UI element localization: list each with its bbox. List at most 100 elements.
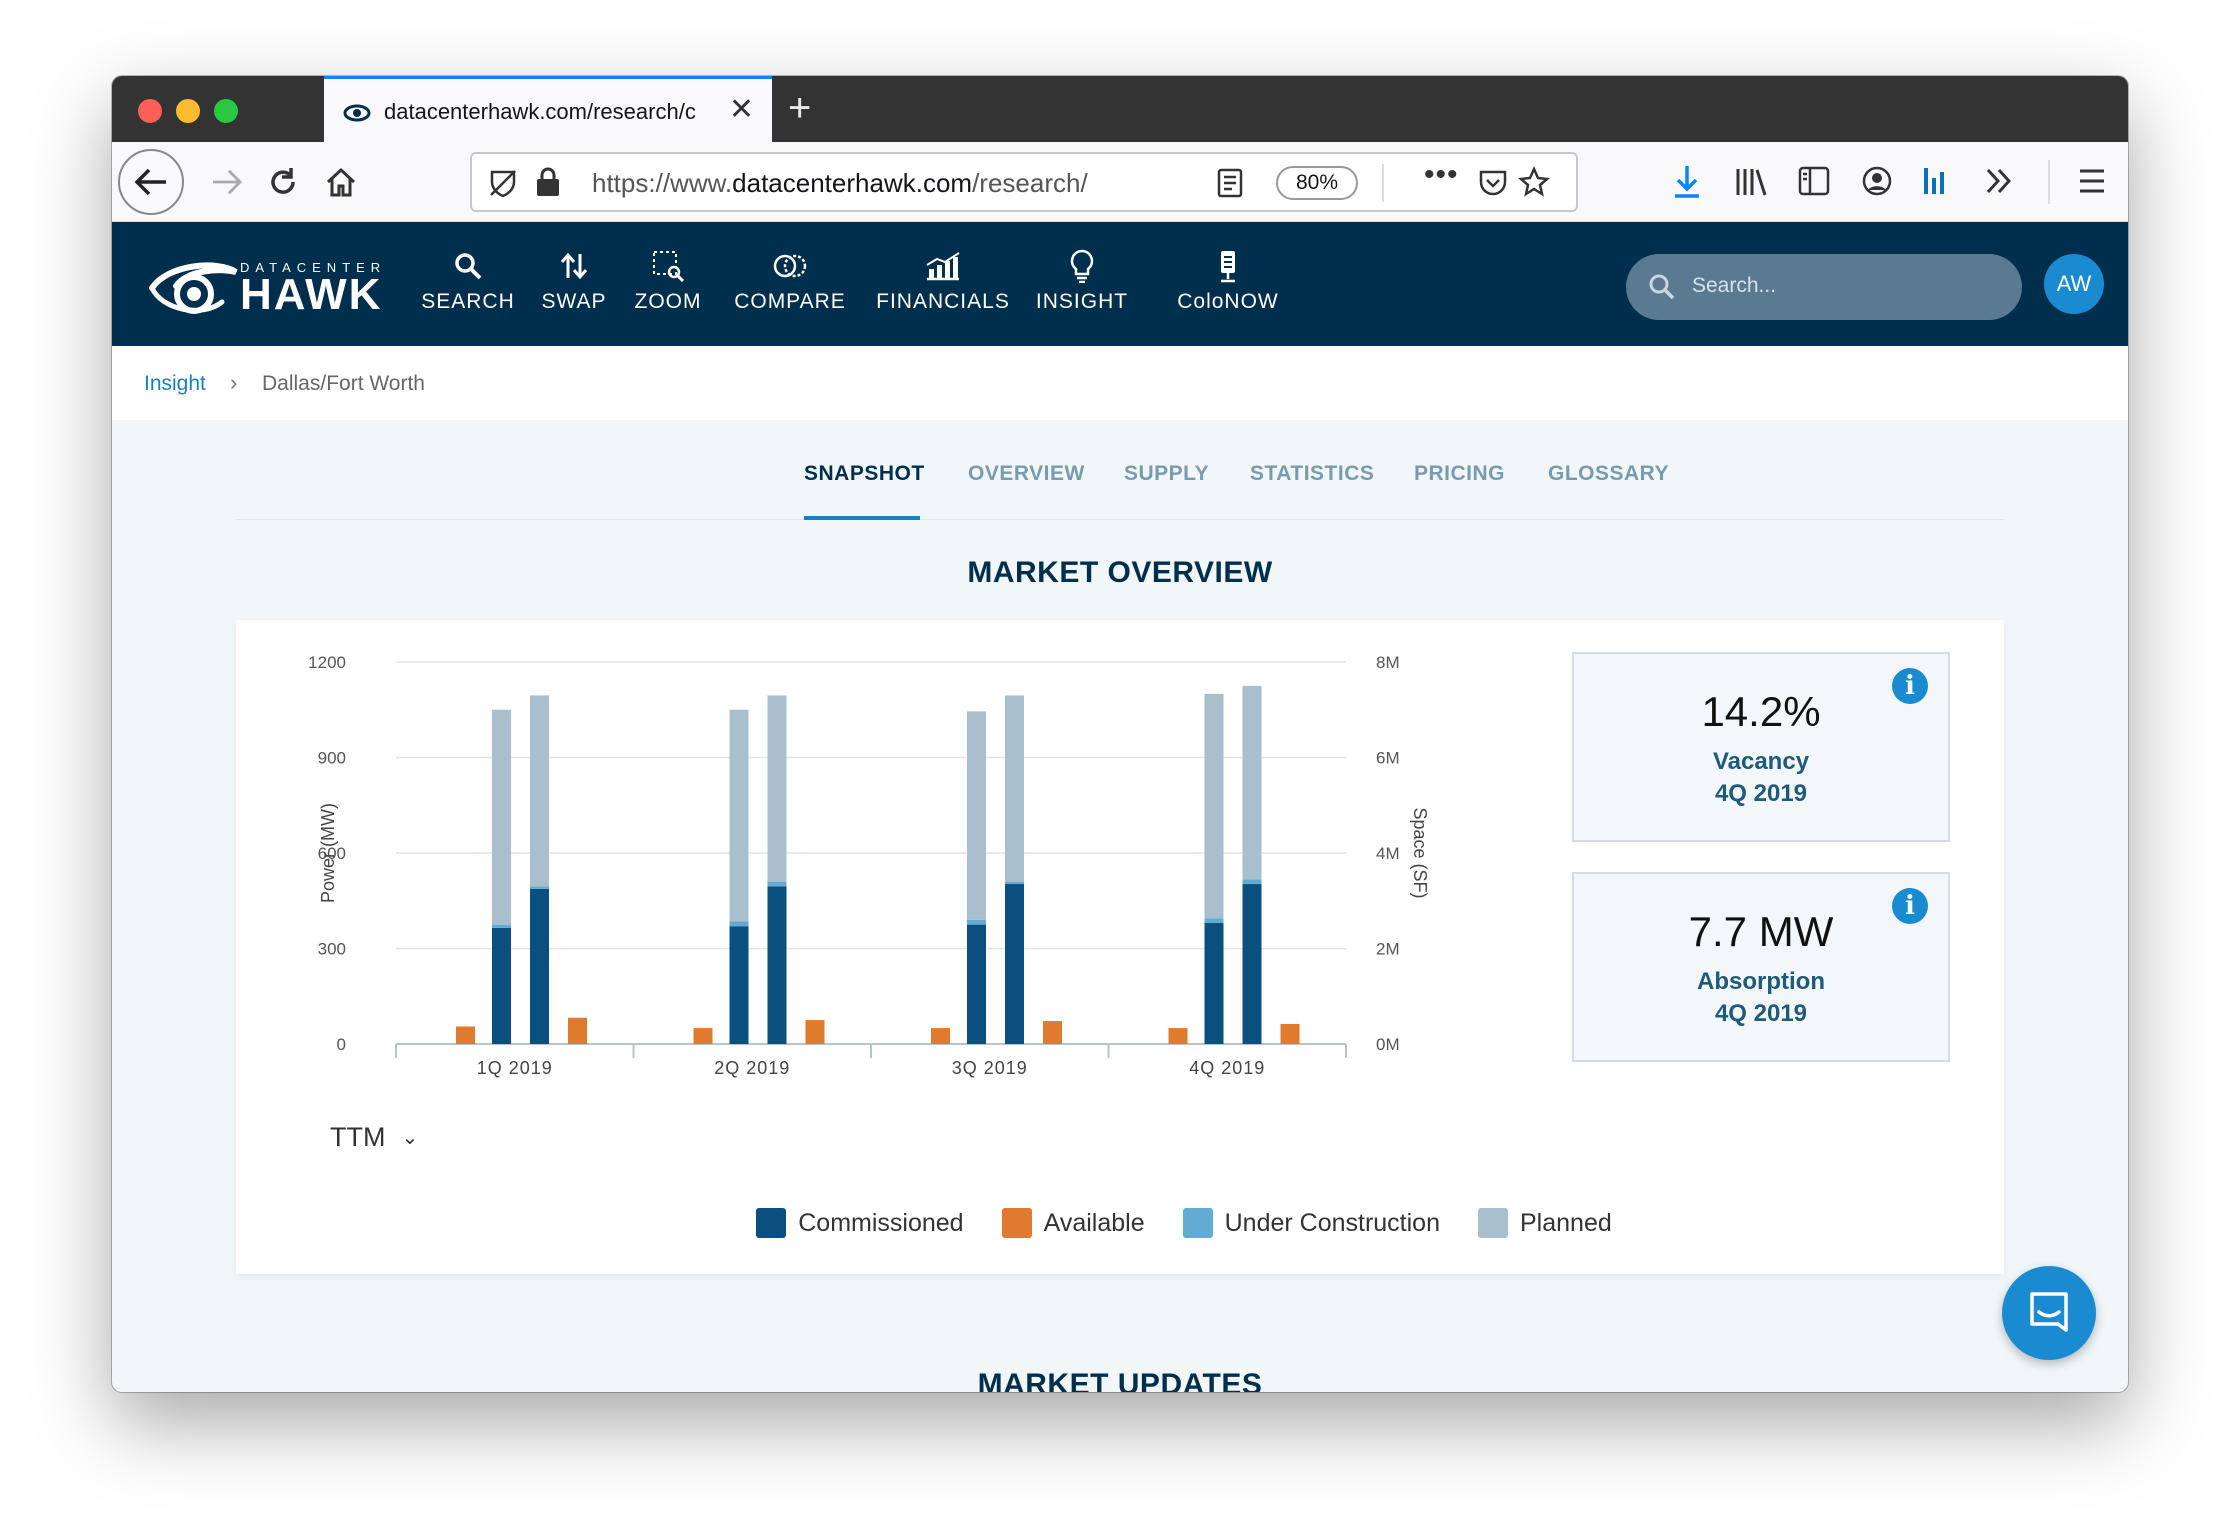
tab-glossary[interactable]: GLOSSARY [1548, 462, 1670, 485]
bar-planned-power [492, 709, 511, 925]
account-icon[interactable] [1862, 166, 1892, 196]
minimize-window-button[interactable] [176, 99, 200, 123]
user-avatar[interactable]: AW [2044, 254, 2104, 314]
home-icon [326, 167, 356, 197]
bar-available-space [805, 1020, 825, 1044]
nav-swap[interactable]: SWAP [534, 246, 614, 326]
maximize-window-button[interactable] [214, 99, 238, 123]
bookmark-star-icon[interactable] [1518, 166, 1550, 198]
hamburger-menu-icon[interactable] [2078, 168, 2106, 194]
nav-insight[interactable]: INSIGHT [1032, 246, 1132, 326]
library-icon[interactable] [1734, 166, 1768, 198]
y-axis-title: Power (MW) [318, 803, 338, 903]
breadcrumb-current: Dallas/Fort Worth [262, 372, 425, 395]
y-tick-label: 900 [318, 749, 346, 768]
bar-commissioned-power [1204, 923, 1224, 1044]
reload-button[interactable] [258, 162, 308, 202]
bar-planned-space [1242, 685, 1262, 880]
datacenterhawk-logo[interactable]: DATACENTER HAWK [148, 252, 388, 322]
legend-item-under-construction[interactable]: Under Construction [1182, 1208, 1440, 1238]
chat-launcher-button[interactable] [2002, 1266, 2096, 1360]
logo-wordmark: HAWK [240, 270, 383, 319]
download-icon[interactable] [1672, 164, 1702, 200]
section-title: MARKET OVERVIEW [967, 556, 1273, 589]
y-tick-label: 600 [318, 844, 346, 863]
vacancy-label: Vacancy 4Q 2019 [1574, 746, 1948, 810]
bar-planned-power [729, 709, 749, 922]
bar-planned-power [967, 711, 986, 920]
tab-statistics[interactable]: STATISTICS [1250, 462, 1375, 485]
home-button[interactable] [316, 162, 366, 202]
tracking-shield-icon [490, 170, 516, 198]
zoom-level[interactable]: 80% [1276, 166, 1358, 200]
legend-swatch [1478, 1208, 1508, 1238]
reader-view-icon[interactable] [1216, 168, 1244, 198]
info-icon[interactable]: i [1892, 668, 1928, 704]
new-tab-button[interactable]: + [788, 86, 812, 130]
tab-close-icon[interactable]: ✕ [728, 93, 754, 126]
chevron-right-icon: › [230, 370, 238, 395]
x-tick-label: 2Q 2019 [714, 1058, 790, 1078]
x-tick-label: 1Q 2019 [477, 1058, 553, 1078]
nav-compare[interactable]: COMPARE [728, 246, 852, 326]
legend-label: Planned [1520, 1208, 1612, 1237]
sidebar-icon[interactable] [1798, 166, 1830, 196]
vacancy-stat-box: i 14.2% Vacancy 4Q 2019 [1572, 652, 1950, 842]
pocket-icon[interactable] [1478, 168, 1508, 198]
url-text[interactable]: https://www.datacenterhawk.com/research/ [592, 168, 1088, 198]
more-actions-icon[interactable]: ••• [1424, 158, 1459, 191]
address-bar[interactable]: https://www.datacenterhawk.com/research/… [470, 152, 1578, 212]
info-icon[interactable]: i [1892, 888, 1928, 924]
legend-item-commissioned[interactable]: Commissioned [756, 1208, 964, 1238]
tab-supply[interactable]: SUPPLY [1124, 462, 1210, 485]
legend-swatch [1001, 1208, 1032, 1238]
y2-tick-label: 8M [1376, 653, 1400, 672]
site-search-placeholder: Search... [1692, 274, 1777, 297]
overflow-chevrons-icon[interactable] [1984, 166, 2014, 196]
absorption-value: 7.7 MW [1688, 908, 1834, 955]
period-select[interactable]: TTM ⌄ [330, 1122, 418, 1153]
bar-available-space [1043, 1021, 1062, 1044]
nav-search[interactable]: SEARCH [412, 246, 524, 326]
legend-item-planned[interactable]: Planned [1478, 1208, 1612, 1238]
arrow-left-icon [134, 168, 166, 196]
nav-compare-label: COMPARE [734, 290, 846, 313]
browser-window: datacenterhawk.com/research/c ✕ + https:… [112, 76, 2128, 1392]
site-header: DATACENTER HAWK SEARCH SWAP ZOOM COMPARE… [112, 222, 2128, 346]
nav-zoom[interactable]: ZOOM [626, 246, 710, 326]
bar-under-construction-space [1005, 881, 1024, 885]
nav-financials[interactable]: FINANCIALS [872, 246, 1014, 326]
tab-overview[interactable]: OVERVIEW [968, 462, 1085, 485]
browser-toolbar: https://www.datacenterhawk.com/research/… [112, 142, 2128, 222]
site-search-input[interactable]: Search... [1626, 254, 2022, 320]
nav-swap-label: SWAP [541, 290, 607, 313]
nav-colonow-label: ColoNOW [1177, 290, 1279, 313]
bar-available-power [456, 1026, 475, 1044]
forward-button[interactable] [202, 162, 252, 202]
market-chart: 0 300 600 900 1200 0M 2M 4M 6M 8M Power (MW) Space … [308, 653, 1430, 1078]
browser-tab[interactable]: datacenterhawk.com/research/c ✕ [324, 76, 772, 142]
tab-snapshot[interactable]: SNAPSHOT [804, 462, 925, 485]
legend-item-available[interactable]: Available [1001, 1208, 1145, 1238]
hawk-favicon-icon [343, 104, 371, 122]
back-button[interactable] [118, 149, 184, 215]
compare-icon [773, 254, 807, 278]
lightbulb-icon [1070, 249, 1094, 283]
y-tick-label: 300 [318, 940, 346, 959]
nav-search-label: SEARCH [421, 290, 515, 313]
swap-icon [560, 252, 588, 280]
nav-colonow[interactable]: ColoNOW [1172, 246, 1284, 326]
active-tab-indicator [804, 516, 920, 520]
colonow-icon [1221, 251, 1235, 283]
y-tick-label: 1200 [308, 653, 346, 672]
tab-pricing[interactable]: PRICING [1414, 462, 1506, 485]
chevron-down-icon: ⌄ [401, 1127, 419, 1149]
lock-icon [537, 167, 559, 196]
market-tabs: SNAPSHOT OVERVIEW SUPPLY STATISTICS PRIC… [236, 420, 2004, 520]
legend-label: Commissioned [798, 1208, 964, 1237]
market-updates-title: MARKET UPDATES [977, 1368, 1263, 1392]
search-icon [1649, 274, 1675, 300]
extension-icon[interactable] [1922, 164, 1950, 198]
close-window-button[interactable] [138, 99, 162, 123]
breadcrumb-insight-link[interactable]: Insight [144, 372, 206, 395]
